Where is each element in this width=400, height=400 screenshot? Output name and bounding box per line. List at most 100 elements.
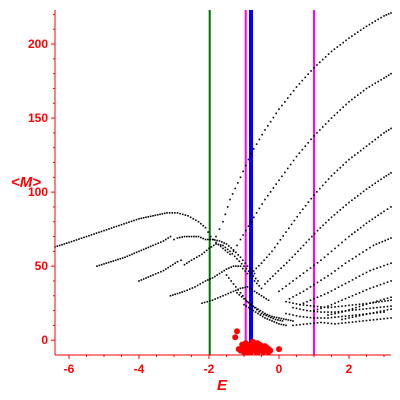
data-point (316, 310, 319, 313)
data-point (156, 214, 159, 216)
data-point (351, 304, 354, 306)
data-point (256, 282, 258, 285)
data-point (222, 247, 224, 250)
data-point (142, 278, 145, 280)
data-point (186, 289, 188, 292)
data-point (275, 183, 277, 185)
data-point (152, 244, 154, 247)
data-point (351, 279, 354, 281)
y-tick-label: 50 (35, 259, 49, 273)
data-point (333, 172, 336, 174)
data-point (85, 235, 88, 238)
data-point (383, 311, 385, 313)
data-point (337, 316, 340, 318)
data-point (174, 293, 176, 296)
data-point (368, 143, 371, 145)
data-point (333, 48, 336, 51)
data-point (262, 343, 268, 350)
data-point (183, 263, 186, 266)
data-point (126, 255, 129, 258)
data-point (138, 217, 140, 220)
data-point (266, 313, 269, 316)
data-point (118, 224, 120, 227)
data-point (362, 147, 365, 150)
data-point (292, 324, 294, 327)
data-point (255, 143, 258, 145)
data-point (100, 230, 103, 233)
data-point (323, 311, 326, 313)
data-point (61, 243, 63, 246)
data-point (358, 305, 361, 308)
data-point (285, 318, 287, 321)
data-point (321, 126, 324, 128)
data-point (93, 233, 95, 235)
data-point (251, 270, 253, 272)
data-point (267, 315, 270, 318)
data-point (236, 292, 238, 294)
data-point (225, 274, 228, 276)
data-point (232, 250, 235, 253)
data-point (295, 303, 298, 305)
data-point (316, 305, 319, 308)
data-point (376, 267, 378, 269)
data-point (195, 256, 198, 259)
data-point (292, 302, 294, 304)
data-point (295, 86, 298, 88)
data-point (378, 301, 380, 303)
data-point (334, 311, 336, 313)
data-point (281, 320, 284, 322)
data-point (368, 85, 371, 88)
data-point (309, 310, 312, 312)
data-point (193, 235, 195, 238)
data-point (206, 300, 209, 303)
data-point (188, 260, 190, 263)
data-point (267, 194, 269, 197)
data-point (316, 281, 319, 284)
data-point (351, 321, 354, 323)
data-point (140, 279, 143, 281)
data-point (154, 214, 157, 217)
data-point (383, 264, 385, 267)
data-point (342, 206, 344, 209)
data-point (265, 314, 267, 317)
data-point (261, 315, 264, 318)
data-point (285, 285, 287, 287)
data-point (320, 317, 322, 319)
data-point (231, 253, 234, 255)
data-point (351, 307, 354, 310)
data-point (147, 246, 150, 249)
data-point (319, 129, 321, 131)
data-point (216, 239, 218, 242)
data-point (110, 227, 113, 229)
data-point (355, 320, 357, 323)
data-point (269, 120, 272, 123)
data-point (244, 297, 246, 300)
data-point (296, 215, 298, 218)
data-point (380, 134, 382, 136)
data-point (250, 272, 252, 275)
data-point (379, 318, 382, 320)
data-point (107, 261, 110, 264)
data-point (198, 254, 201, 257)
data-point (272, 317, 274, 320)
data-point (226, 206, 229, 208)
data-point (313, 297, 315, 300)
data-point (365, 87, 368, 90)
data-point (239, 287, 242, 290)
data-point (369, 307, 371, 310)
data-point (98, 231, 100, 234)
data-point (301, 79, 304, 82)
data-point (138, 280, 140, 282)
data-point (321, 58, 324, 61)
data-point (68, 241, 70, 244)
data-point (358, 320, 361, 323)
data-point (267, 347, 274, 354)
data-point (142, 216, 145, 219)
data-point (232, 283, 235, 285)
data-point (219, 296, 222, 298)
data-point (285, 312, 287, 315)
data-point (90, 234, 93, 236)
data-point (197, 235, 200, 238)
data-point (330, 117, 333, 119)
data-point (186, 235, 188, 238)
